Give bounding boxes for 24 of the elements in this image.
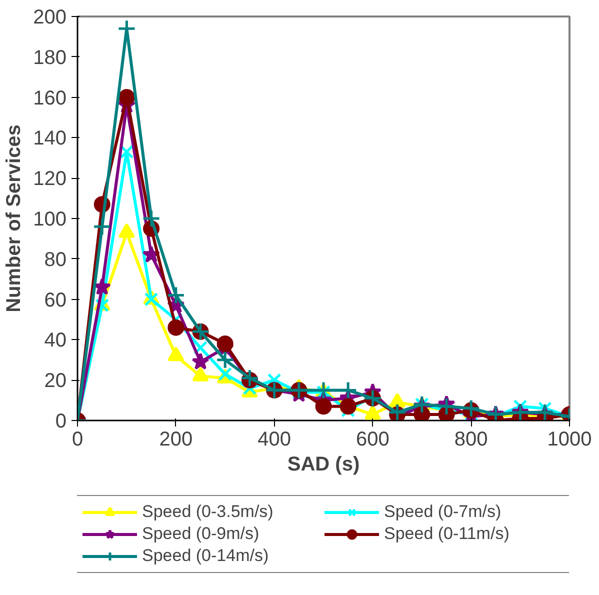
- x-tick-label: 800: [454, 428, 488, 450]
- legend-label: Speed (0-9m/s): [142, 524, 260, 544]
- x-tick-label: 600: [356, 428, 390, 450]
- y-tick-label: 0: [55, 410, 66, 432]
- y-tick-label: 120: [33, 168, 67, 190]
- y-tick-label: 20: [44, 370, 67, 392]
- y-tick-label: 80: [44, 248, 67, 271]
- legend-label: Speed (0-3.5m/s): [142, 502, 274, 522]
- x-tick-label: 400: [258, 428, 291, 450]
- x-tick-label: 0: [72, 428, 84, 450]
- legend-label: Speed (0-7m/s): [384, 502, 502, 522]
- y-tick-label: 140: [33, 128, 67, 150]
- y-tick-label: 200: [33, 6, 67, 28]
- y-tick-label: 40: [44, 330, 67, 352]
- legend-label: Speed (0-14m/s): [142, 546, 270, 566]
- y-axis-title: Number of Services: [3, 124, 26, 312]
- y-tick-label: 160: [33, 87, 67, 110]
- y-tick-label: 100: [33, 208, 67, 230]
- x-tick-label: 1000: [547, 428, 592, 450]
- y-tick-label: 180: [33, 46, 67, 69]
- x-tick-label: 200: [159, 428, 193, 450]
- x-axis-title: SAD (s): [287, 454, 360, 476]
- legend-label: Speed (0-11m/s): [384, 524, 510, 544]
- y-tick-label: 60: [44, 289, 67, 312]
